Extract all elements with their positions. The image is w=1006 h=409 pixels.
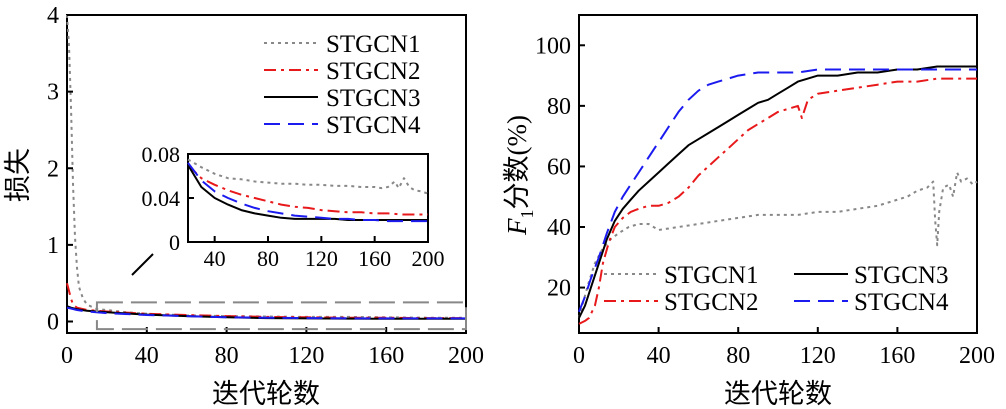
f1-line-stgcn1 — [578, 171, 978, 319]
loss-y-tick-label: 1 — [47, 233, 59, 259]
f1-x-tick-label: 160 — [879, 343, 915, 369]
f1-y-label-f: F — [502, 218, 532, 236]
loss-legend-label-stgcn1: STGCN1 — [326, 31, 420, 58]
f1-y-tick-label: 20 — [547, 276, 571, 302]
inset-x-tick-label: 120 — [305, 246, 338, 271]
inset-x-tick-label: 200 — [412, 246, 445, 271]
inset-line-stgcn3 — [187, 164, 428, 221]
f1-y-tick-label: 40 — [547, 215, 571, 241]
inset-axis-ticks: 40 80 120 160 200 0 0.04 0.08 — [142, 142, 445, 271]
inset-series-group — [187, 158, 429, 223]
inset-x-tick-label: 160 — [358, 246, 391, 271]
loss-x-axis-label: 迭代轮数 — [212, 379, 320, 409]
f1-x-tick-label: 120 — [800, 343, 836, 369]
f1-x-tick-label: 200 — [959, 343, 995, 369]
f1-x-tick-label: 40 — [647, 343, 671, 369]
inset-y-tick-label: 0.08 — [142, 142, 181, 167]
zoom-indicator-line — [131, 253, 154, 276]
f1-x-tick-label: 80 — [726, 343, 750, 369]
f1-y-tick-label: 60 — [547, 154, 571, 180]
loss-x-tick-label: 0 — [61, 343, 73, 369]
loss-plot-frame — [66, 14, 467, 334]
loss-x-tick-label: 120 — [288, 343, 324, 369]
f1-y-axis-label: F1分数(%) — [502, 115, 537, 236]
zoom-region-box — [95, 301, 468, 331]
loss-y-tick-label: 0 — [47, 310, 59, 336]
f1-line-stgcn4 — [578, 68, 977, 313]
inset-x-tick-label: 40 — [204, 246, 226, 271]
f1-y-tick-label: 100 — [535, 33, 571, 59]
f1-x-tick-label: 0 — [573, 343, 585, 369]
f1-y-label-rest: 分数(%) — [502, 115, 532, 209]
loss-inset-chart: 40 80 120 160 200 0 0.04 0.08 — [142, 142, 445, 271]
loss-x-tick-label: 200 — [448, 343, 484, 369]
f1-plot-frame — [578, 14, 978, 334]
f1-x-axis-label: 迭代轮数 — [724, 379, 832, 409]
f1-axis-ticks: 0 40 80 120 160 200 20 40 60 80 100 — [535, 33, 995, 369]
loss-chart: 0 40 80 120 160 200 0 1 2 3 4 40 80 120 160 200 0 0.04 0.… — [3, 3, 484, 409]
loss-y-tick-label: 2 — [47, 156, 59, 182]
loss-x-tick-label: 40 — [135, 343, 159, 369]
f1-chart: 0 40 80 120 160 200 20 40 60 80 100 迭代轮数 F1分数(%) S… — [502, 14, 995, 409]
loss-x-tick-label: 80 — [215, 343, 239, 369]
f1-line-stgcn3 — [578, 65, 977, 319]
inset-line-stgcn2 — [187, 164, 428, 216]
loss-legend-label-stgcn2: STGCN2 — [326, 58, 420, 85]
inset-x-tick-label: 80 — [257, 246, 279, 271]
f1-line-stgcn2 — [578, 77, 977, 325]
f1-legend-label-stgcn4: STGCN4 — [854, 289, 949, 316]
f1-y-tick-label: 80 — [547, 94, 571, 120]
loss-legend-label-stgcn3: STGCN3 — [326, 85, 420, 112]
loss-y-tick-label: 4 — [47, 3, 59, 29]
loss-legend-label-stgcn4: STGCN4 — [326, 112, 421, 139]
f1-legend-label-stgcn3: STGCN3 — [854, 262, 948, 289]
inset-y-tick-label: 0 — [169, 230, 180, 255]
f1-series-group — [578, 65, 978, 325]
loss-line-stgcn4 — [66, 306, 466, 320]
loss-series-group — [66, 14, 466, 320]
f1-y-label-sub: 1 — [517, 209, 537, 218]
f1-legend-label-stgcn1: STGCN1 — [664, 262, 758, 289]
inset-line-stgcn4 — [187, 162, 428, 223]
loss-axis-ticks: 0 40 80 120 160 200 0 1 2 3 4 — [47, 3, 484, 369]
inset-frame — [187, 153, 429, 243]
f1-legend-label-stgcn2: STGCN2 — [664, 289, 758, 316]
loss-x-tick-label: 160 — [368, 343, 404, 369]
inset-y-tick-label: 0.04 — [142, 186, 181, 211]
loss-y-tick-label: 3 — [47, 80, 59, 106]
loss-y-axis-label: 损失 — [3, 148, 33, 202]
